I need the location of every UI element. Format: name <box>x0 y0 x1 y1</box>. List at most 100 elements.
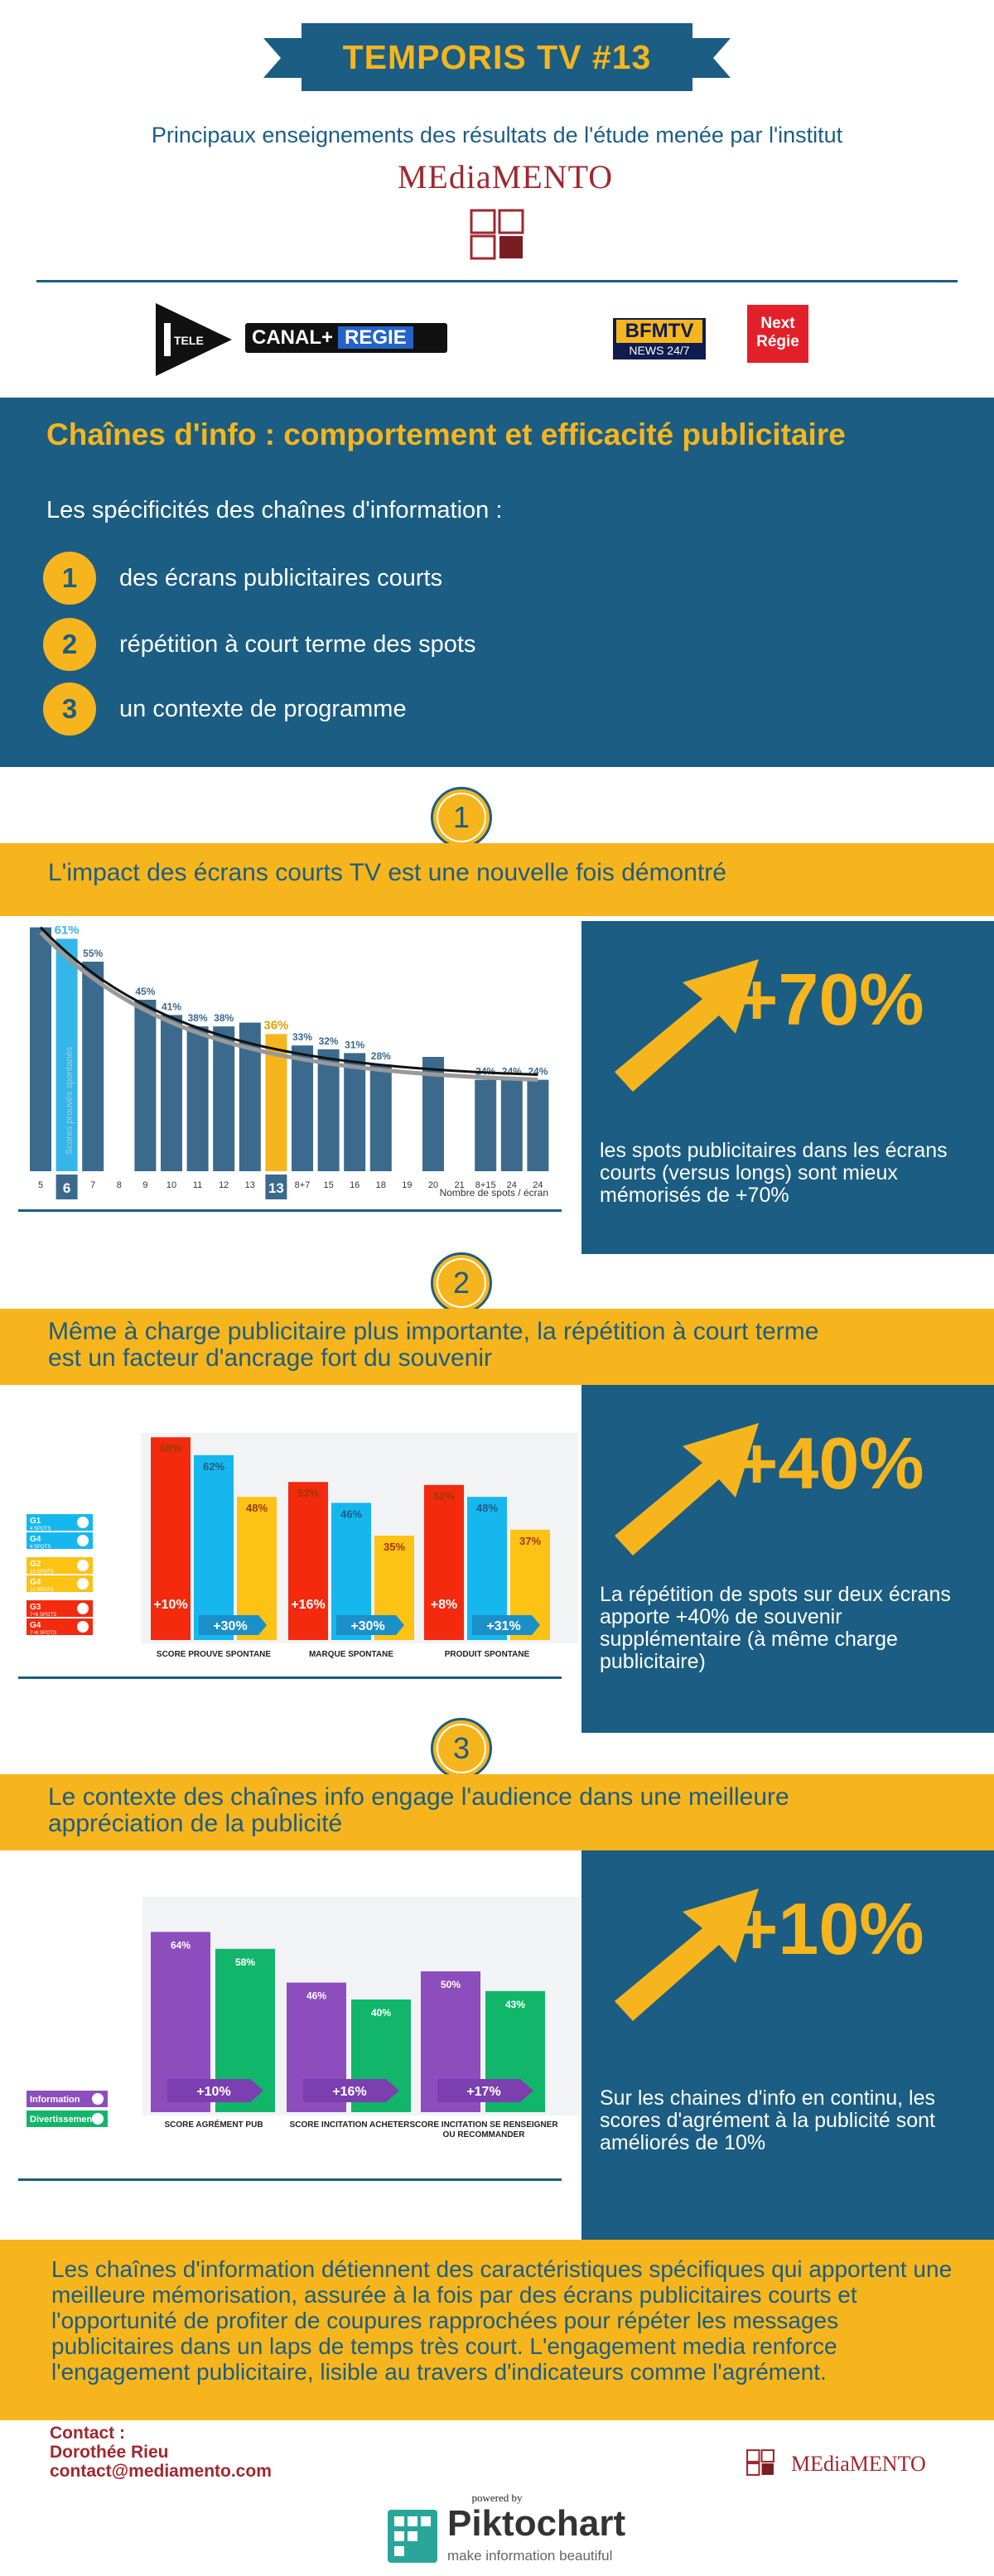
legend-sublabel: 13 SPOTS <box>30 1570 54 1575</box>
bar-value-label: 58% <box>235 1956 255 1968</box>
mediamento-squares-icon <box>470 209 524 260</box>
tick-label: 12 <box>219 1180 229 1190</box>
uplift-arrow-icon <box>167 2079 263 2102</box>
tick-label: 7 <box>90 1180 95 1190</box>
bar-value-label: 31% <box>345 1039 364 1050</box>
legend-sublabel: 4 SPOTS <box>30 1527 51 1532</box>
contact-email[interactable]: contact@mediamento.com <box>50 2462 272 2481</box>
chart-bar <box>82 962 104 1171</box>
bar-value-label: 45% <box>135 986 155 997</box>
category-label: PRODUIT SPONTANE <box>445 1650 530 1659</box>
uplift-label: +16% <box>291 1598 325 1612</box>
piktochart-name[interactable]: Piktochart <box>447 2503 626 2544</box>
intro-block: Chaînes d'info : comportement et efficac… <box>0 398 994 767</box>
highlight-tick-box <box>55 1175 78 1199</box>
item-number-badge: 3 <box>43 683 96 736</box>
uplift-label: +30% <box>213 1619 247 1633</box>
bar-value-label: 46% <box>340 1507 362 1520</box>
legend-swatch <box>27 1575 93 1592</box>
tick-label: 21 <box>454 1180 464 1190</box>
tick-label: 8+7 <box>295 1180 311 1190</box>
chart-baseline <box>18 1209 562 1212</box>
uplift-label: +10% <box>196 2085 230 2099</box>
bar-value-label: 36% <box>263 1018 288 1032</box>
intro-block-subtitle: Les spécificités des chaînes d'informati… <box>46 497 503 523</box>
stat-panel: +10% Sur les chaines d'info en continu, … <box>581 1850 994 2240</box>
channel-icon <box>77 1535 89 1546</box>
tick-label: 16 <box>350 1180 359 1190</box>
stat-description: Sur les chaines d'info en continu, les s… <box>600 2086 936 2154</box>
x-axis-label: Nombre de spots / écran <box>440 1187 548 1199</box>
chart-bar <box>134 1000 157 1171</box>
chart-bar <box>500 1079 523 1171</box>
header-divider <box>36 280 958 282</box>
stat-value: +40% <box>736 1422 924 1504</box>
channel-icon <box>77 1578 89 1589</box>
legend-label: G4 <box>30 1535 41 1544</box>
legend-swatch <box>27 2091 108 2107</box>
uplift-arrow-icon <box>437 2079 533 2102</box>
piktochart-tagline: make information beautiful <box>447 2548 613 2564</box>
bar-value-label: 35% <box>384 1541 405 1553</box>
category-label: OU RECOMMANDER <box>443 2130 526 2139</box>
stat-description: les spots publicitaires dans les écrans … <box>600 1139 948 1207</box>
mediamento-logo: MEdiaMENTO <box>397 158 614 195</box>
bar-value-label: 68% <box>160 1442 181 1454</box>
chart-bar <box>369 1064 392 1171</box>
bar-value-label: 53% <box>297 1487 319 1499</box>
bar-value-label: 32% <box>319 1035 339 1047</box>
item-number-badge: 2 <box>43 618 96 671</box>
category-label: MARQUE SPONTANE <box>309 1650 393 1659</box>
section-title-line2: appréciation de la publicité <box>48 1810 343 1837</box>
item-text: un contexte de programme <box>119 696 407 722</box>
section-band: Même à charge publicitaire plus importan… <box>0 1309 994 1385</box>
bar-value-label: 33% <box>292 1031 312 1043</box>
highlight-tick-box <box>265 1175 287 1199</box>
legend-label: Divertissement <box>30 2115 95 2125</box>
legend-label: G1 <box>30 1517 41 1526</box>
chart-bar <box>288 1482 328 1640</box>
tick-label: 20 <box>428 1180 438 1190</box>
intro-text: Principaux enseignements des résultats d… <box>151 123 843 147</box>
arrow-up-right-icon <box>615 1423 759 1556</box>
uplift-label: +30% <box>350 1619 384 1633</box>
uplift-arrow-icon <box>336 1615 404 1635</box>
legend-label: G4 <box>30 1578 41 1587</box>
bar-value-label: 61% <box>55 926 80 937</box>
piktochart-icon <box>388 2510 437 2563</box>
uplift-label: +16% <box>332 2085 366 2099</box>
item-text: répétition à court terme des spots <box>119 631 476 658</box>
tick-label: 24 <box>533 1180 543 1190</box>
chart-context: 64% 58% +10% SCORE AGRÉMENT PUB 46% 40% +16% SC… <box>27 1897 580 2139</box>
tick-label: 11 <box>193 1180 202 1190</box>
chart-bar <box>186 1026 209 1171</box>
bar-value-label: 50% <box>441 1979 461 1990</box>
intro-block-title: Chaînes d'info : comportement et efficac… <box>46 417 846 451</box>
channel-icon <box>77 1603 89 1614</box>
tick-label: 15 <box>323 1180 333 1190</box>
chart-bar <box>292 1045 313 1171</box>
bar-value-label: 24% <box>502 1066 522 1078</box>
chart-bar <box>161 1015 182 1171</box>
uplift-arrow-icon <box>303 2079 399 2102</box>
section-number-badge: 2 <box>431 1252 492 1314</box>
bfmtv-logo: BFMTV NEWS 24/7 <box>613 318 706 359</box>
trend-line-shadow <box>39 930 538 1082</box>
bar-value-label: 48% <box>476 1502 498 1514</box>
arrow-up-right-icon <box>615 1889 759 2021</box>
uplift-label: +10% <box>153 1598 187 1612</box>
legend-swatch <box>27 1600 93 1617</box>
mediamento-squares-icon <box>746 2449 774 2476</box>
chart-bar <box>30 927 51 1171</box>
stat-panel: +70% les spots publicitaires dans les éc… <box>581 921 994 1254</box>
channel-icon <box>92 2113 104 2125</box>
bar-value-label: 28% <box>371 1050 391 1062</box>
conclusion-block: Les chaînes d'information détiennent des… <box>0 2240 994 2420</box>
conclusion-text: Les chaînes d'information détiennent des… <box>51 2256 953 2385</box>
bar-value-label: 37% <box>519 1535 541 1547</box>
arrow-up-right-icon <box>615 959 759 1092</box>
legend-label: Information <box>30 2095 80 2105</box>
channel-icon <box>77 1560 89 1571</box>
section-title: L'impact des écrans courts TV est une no… <box>48 859 726 886</box>
